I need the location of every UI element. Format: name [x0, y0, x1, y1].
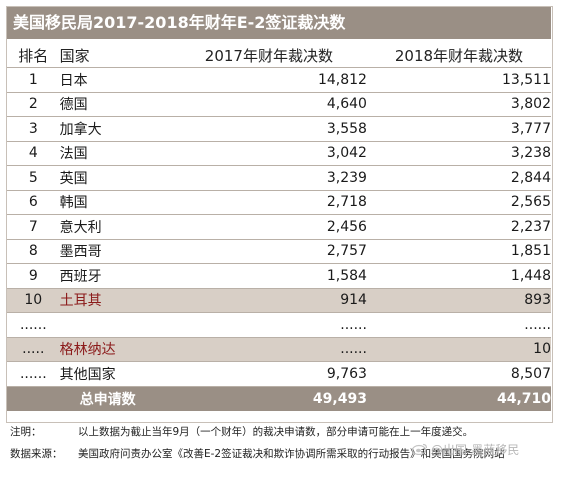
- row-country: [59, 312, 171, 338]
- row-rank: 1: [7, 67, 60, 93]
- table-row: 8 墨西哥 2,757 1,851: [7, 239, 551, 264]
- note-label: 注明：: [10, 426, 42, 438]
- total-fy2018: 44,710: [366, 386, 551, 411]
- note-text: 以上数据为截止当年9月（一个财年）的裁决申请数，部分申请可能在上一年度递交。: [78, 426, 474, 438]
- row-rank: 6: [7, 190, 60, 215]
- header-fy2018: 2018年财年裁决数: [366, 43, 551, 68]
- table-row: 6 韩国 2,718 2,565: [7, 190, 551, 215]
- row-rank: 5: [7, 165, 60, 191]
- note-line: 注明： 以上数据为截止当年9月（一个财年）的裁决申请数，部分申请可能在上一年度递交…: [10, 424, 473, 439]
- row-fy2018: 8,507: [366, 361, 551, 387]
- row-country: 英国: [59, 165, 171, 191]
- row-country: 德国: [59, 92, 171, 117]
- total-fy2017: 49,493: [170, 386, 367, 411]
- total-label: 总申请数: [59, 386, 171, 411]
- table-header-row: 排名 国家 2017年财年裁决数 2018年财年裁决数: [7, 43, 551, 68]
- row-rank: 8: [7, 239, 60, 264]
- row-rank: ......: [7, 361, 60, 387]
- row-fy2017: 3,239: [170, 165, 367, 191]
- row-country: 土耳其: [59, 288, 171, 313]
- row-fy2018: 2,237: [366, 214, 551, 240]
- row-country: 格林纳达: [59, 337, 171, 362]
- row-country: 西班牙: [59, 263, 171, 289]
- row-fy2018: 3,802: [366, 92, 551, 117]
- row-rank: 9: [7, 263, 60, 289]
- row-rank: 3: [7, 116, 60, 142]
- table-title: 美国移民局2017-2018年财年E-2签证裁决数: [7, 7, 551, 39]
- watermark: @出国-墨蓝移民: [412, 441, 519, 458]
- row-fy2017: 914: [170, 288, 367, 313]
- watermark-text: @出国-墨蓝移民: [431, 443, 520, 457]
- row-fy2017: 4,640: [170, 92, 367, 117]
- row-fy2017: ......: [170, 312, 367, 338]
- table-row: 7 意大利 2,456 2,237: [7, 214, 551, 240]
- row-country: 其他国家: [59, 361, 171, 387]
- row-fy2018: 13,511: [366, 67, 551, 93]
- row-country: 墨西哥: [59, 239, 171, 264]
- row-country: 意大利: [59, 214, 171, 240]
- row-rank: ......: [7, 312, 60, 338]
- row-fy2018: 3,777: [366, 116, 551, 142]
- header-fy2017: 2017年财年裁决数: [170, 43, 367, 68]
- weibo-icon: [412, 443, 428, 455]
- row-country: 日本: [59, 67, 171, 93]
- table-frame: [6, 6, 553, 423]
- row-fy2018: 3,238: [366, 141, 551, 166]
- row-fy2017: 2,718: [170, 190, 367, 215]
- source-label: 数据来源：: [10, 448, 63, 460]
- row-fy2017: ......: [170, 337, 367, 362]
- row-fy2017: 3,042: [170, 141, 367, 166]
- total-rank-cell: [7, 386, 60, 411]
- table-row-highlight: ..... 格林纳达 ...... 10: [7, 337, 551, 362]
- row-fy2018: 2,844: [366, 165, 551, 191]
- row-country: 加拿大: [59, 116, 171, 142]
- row-rank: 4: [7, 141, 60, 166]
- row-fy2018: 1,448: [366, 263, 551, 289]
- table-row-ellipsis: ...... ...... ......: [7, 312, 551, 338]
- row-rank: 2: [7, 92, 60, 117]
- source-text: 美国政府问责办公室《改善E-2签证裁决和欺诈协调所需采取的行动报告》和美国国务院…: [78, 448, 505, 460]
- row-country: 韩国: [59, 190, 171, 215]
- header-country: 国家: [59, 43, 171, 68]
- row-fy2018: ......: [366, 312, 551, 338]
- table-row: 1 日本 14,812 13,511: [7, 67, 551, 93]
- row-rank: 10: [7, 288, 60, 313]
- row-fy2017: 9,763: [170, 361, 367, 387]
- table-row: 4 法国 3,042 3,238: [7, 141, 551, 166]
- row-fy2017: 3,558: [170, 116, 367, 142]
- table-row: 5 英国 3,239 2,844: [7, 165, 551, 191]
- row-fy2018: 1,851: [366, 239, 551, 264]
- row-country: 法国: [59, 141, 171, 166]
- row-fy2018: 2,565: [366, 190, 551, 215]
- table-total-row: 总申请数 49,493 44,710: [7, 386, 551, 411]
- row-fy2018: 10: [366, 337, 551, 362]
- row-fy2017: 14,812: [170, 67, 367, 93]
- source-line: 数据来源： 美国政府问责办公室《改善E-2签证裁决和欺诈协调所需采取的行动报告》和…: [10, 446, 505, 461]
- row-rank: .....: [7, 337, 60, 362]
- row-fy2017: 1,584: [170, 263, 367, 289]
- table-row: 9 西班牙 1,584 1,448: [7, 263, 551, 289]
- header-rank: 排名: [7, 43, 60, 68]
- row-fy2017: 2,757: [170, 239, 367, 264]
- table-row: 2 德国 4,640 3,802: [7, 92, 551, 117]
- table-row: ...... 其他国家 9,763 8,507: [7, 361, 551, 387]
- row-rank: 7: [7, 214, 60, 240]
- table-row: 3 加拿大 3,558 3,777: [7, 116, 551, 142]
- table-row-highlight: 10 土耳其 914 893: [7, 288, 551, 313]
- row-fy2018: 893: [366, 288, 551, 313]
- e2-visa-table: 排名 国家 2017年财年裁决数 2018年财年裁决数 1 日本 14,812 …: [7, 43, 551, 411]
- row-fy2017: 2,456: [170, 214, 367, 240]
